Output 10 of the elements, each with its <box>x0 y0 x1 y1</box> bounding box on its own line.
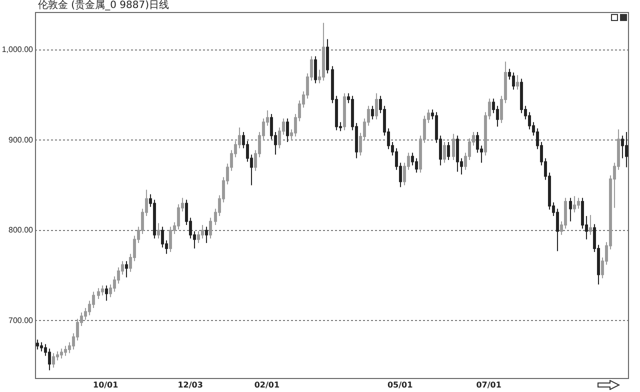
x-tick-label: 12/03 <box>178 380 203 390</box>
y-tick-label: 900.00 <box>8 135 34 144</box>
y-tick-label: 1,000.00 <box>2 45 34 54</box>
x-tick-label: 07/01 <box>476 380 502 390</box>
x-tick-label: 10/01 <box>93 380 119 390</box>
y-tick-label: 700.00 <box>8 316 34 325</box>
x-tick-label: 05/01 <box>387 380 414 390</box>
x-tick-label: 02/01 <box>254 380 280 390</box>
chart-title: 伦敦金 (贵金属_0 9887)日线 <box>38 0 169 11</box>
y-tick-label: 800.00 <box>8 226 34 235</box>
